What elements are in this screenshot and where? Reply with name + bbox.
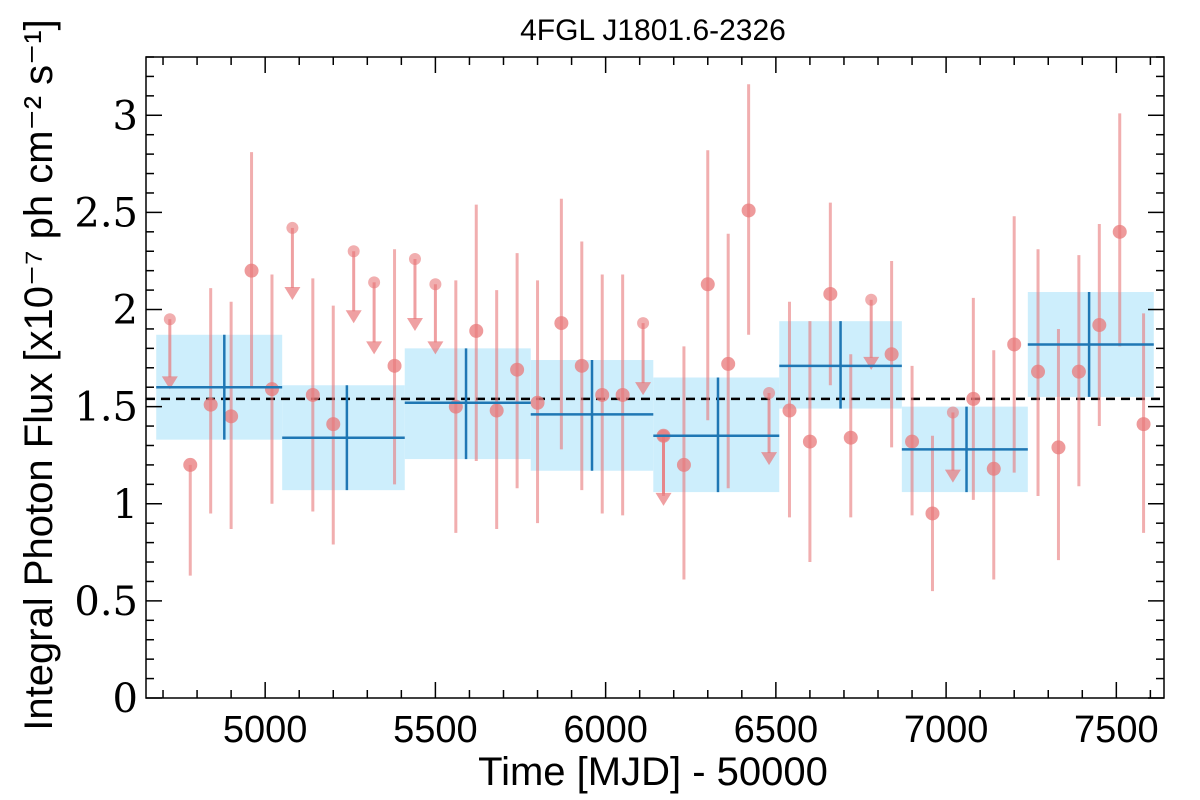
y-axis-label: Integral Photon Flux [x10⁻⁷ ph cm⁻² s⁻¹] <box>17 19 61 730</box>
short-bin-point <box>721 356 736 371</box>
short-bin-point <box>554 316 569 331</box>
upper-limit-arrow <box>635 382 652 396</box>
upper-limit-arrow <box>284 286 301 300</box>
short-bin-point <box>1051 440 1066 455</box>
upper-limit-arrow <box>161 376 178 390</box>
plot-frame <box>145 56 1165 699</box>
short-bin-point <box>925 506 940 521</box>
short-bin-point <box>676 457 691 472</box>
upper-limit-arrow <box>655 492 672 506</box>
x-tick-label: 5000 <box>223 709 308 751</box>
upper-limit-arrow <box>427 341 444 355</box>
chart-title: 4FGL J1801.6-2326 <box>520 14 786 47</box>
short-bin-point <box>595 387 610 402</box>
upper-limit-arrow <box>761 452 778 466</box>
short-bin-point <box>843 430 858 445</box>
short-bin-point <box>1092 318 1107 333</box>
y-tick-label: 1 <box>113 482 138 528</box>
short-bin-point <box>1136 417 1151 432</box>
short-bin-point <box>966 391 981 406</box>
short-bin-point <box>782 403 797 418</box>
short-bin-point <box>183 457 198 472</box>
upper-limit-arrow <box>406 318 423 332</box>
short-bin-point <box>1007 337 1022 352</box>
x-tick-label: 7000 <box>904 709 989 751</box>
short-bin-point <box>305 387 320 402</box>
short-bin-point <box>489 403 504 418</box>
short-bin-layer <box>161 84 1151 592</box>
y-tick-label: 2.5 <box>74 190 138 236</box>
x-tick-label: 6000 <box>563 709 648 751</box>
short-bin-point <box>905 434 920 449</box>
short-bin-point <box>387 358 402 373</box>
short-bin-point <box>469 323 484 338</box>
upper-limit-arrow <box>863 356 880 370</box>
short-bin-point <box>1071 364 1086 379</box>
short-bin-point <box>1112 224 1127 239</box>
x-axis-label: Time [MJD] - 50000 <box>478 750 828 794</box>
y-tick-label: 2 <box>113 288 138 334</box>
short-bin-point <box>530 395 545 410</box>
short-bin-point <box>574 358 589 373</box>
long-bin-layer <box>156 292 1154 493</box>
short-bin-point <box>615 387 630 402</box>
short-bin-point <box>802 434 817 449</box>
short-bin-point <box>986 461 1001 476</box>
short-bin-point <box>244 263 259 278</box>
short-bin-point <box>823 286 838 301</box>
axes: 5000 5500 6000 6500 7000 7500 0 0.5 1 1.5 2 2.5 3 <box>74 56 1165 751</box>
y-tick-label: 1.5 <box>74 385 138 431</box>
upper-limit-arrow <box>944 469 961 483</box>
short-bin-point <box>264 382 279 397</box>
short-bin-point <box>224 409 239 424</box>
short-bin-point <box>1031 364 1046 379</box>
short-bin-point <box>741 203 756 218</box>
short-bin-point <box>884 347 899 362</box>
short-bin-point <box>203 397 218 412</box>
x-tick-label: 5500 <box>393 709 478 751</box>
y-tick-label: 3 <box>113 93 138 139</box>
short-bin-point <box>510 362 525 377</box>
y-tick-label: 0.5 <box>74 579 138 625</box>
upper-limit-arrow <box>366 341 383 355</box>
x-tick-label: 7500 <box>1074 709 1159 751</box>
short-bin-point <box>326 417 341 432</box>
short-bin-point <box>700 277 715 292</box>
x-tick-label: 6500 <box>734 709 819 751</box>
y-tick-label: 0 <box>113 676 138 722</box>
long-bin-bands <box>156 292 1154 493</box>
upper-limit-arrow <box>345 310 362 324</box>
